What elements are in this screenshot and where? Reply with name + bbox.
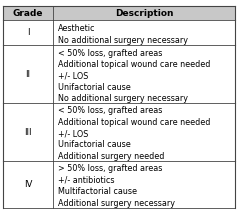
Bar: [53, 20, 235, 45]
Text: Unifactorial cause: Unifactorial cause: [58, 140, 131, 149]
Text: +/- antibiotics: +/- antibiotics: [58, 176, 115, 185]
Bar: [3, 6, 53, 20]
Text: > 50% loss, grafted areas: > 50% loss, grafted areas: [58, 164, 163, 173]
Text: +/- LOS: +/- LOS: [58, 129, 89, 138]
Bar: [53, 45, 235, 103]
Text: +/- LOS: +/- LOS: [58, 71, 89, 80]
Text: Aesthetic: Aesthetic: [58, 24, 96, 33]
Text: IV: IV: [24, 180, 32, 189]
Bar: [3, 161, 53, 208]
Text: < 50% loss, grafted areas: < 50% loss, grafted areas: [58, 49, 163, 57]
Text: Unifactorial cause: Unifactorial cause: [58, 83, 131, 92]
Text: Multifactorial cause: Multifactorial cause: [58, 187, 137, 196]
Text: Additional surgery necessary: Additional surgery necessary: [58, 199, 175, 208]
Text: Grade: Grade: [13, 8, 43, 18]
Text: II: II: [25, 70, 30, 79]
Text: III: III: [24, 128, 32, 137]
Text: < 50% loss, grafted areas: < 50% loss, grafted areas: [58, 106, 163, 115]
Bar: [3, 45, 53, 103]
Bar: [53, 161, 235, 208]
Text: I: I: [27, 28, 29, 37]
Text: No additional surgery necessary: No additional surgery necessary: [58, 94, 188, 103]
Bar: [3, 103, 53, 161]
Text: Additional topical wound care needed: Additional topical wound care needed: [58, 118, 211, 127]
Text: Description: Description: [115, 8, 173, 18]
Text: Additional topical wound care needed: Additional topical wound care needed: [58, 60, 211, 69]
Bar: [3, 20, 53, 45]
Text: Additional surgery needed: Additional surgery needed: [58, 152, 165, 161]
Text: No additional surgery necessary: No additional surgery necessary: [58, 36, 188, 45]
Bar: [53, 6, 235, 20]
Bar: [53, 103, 235, 161]
